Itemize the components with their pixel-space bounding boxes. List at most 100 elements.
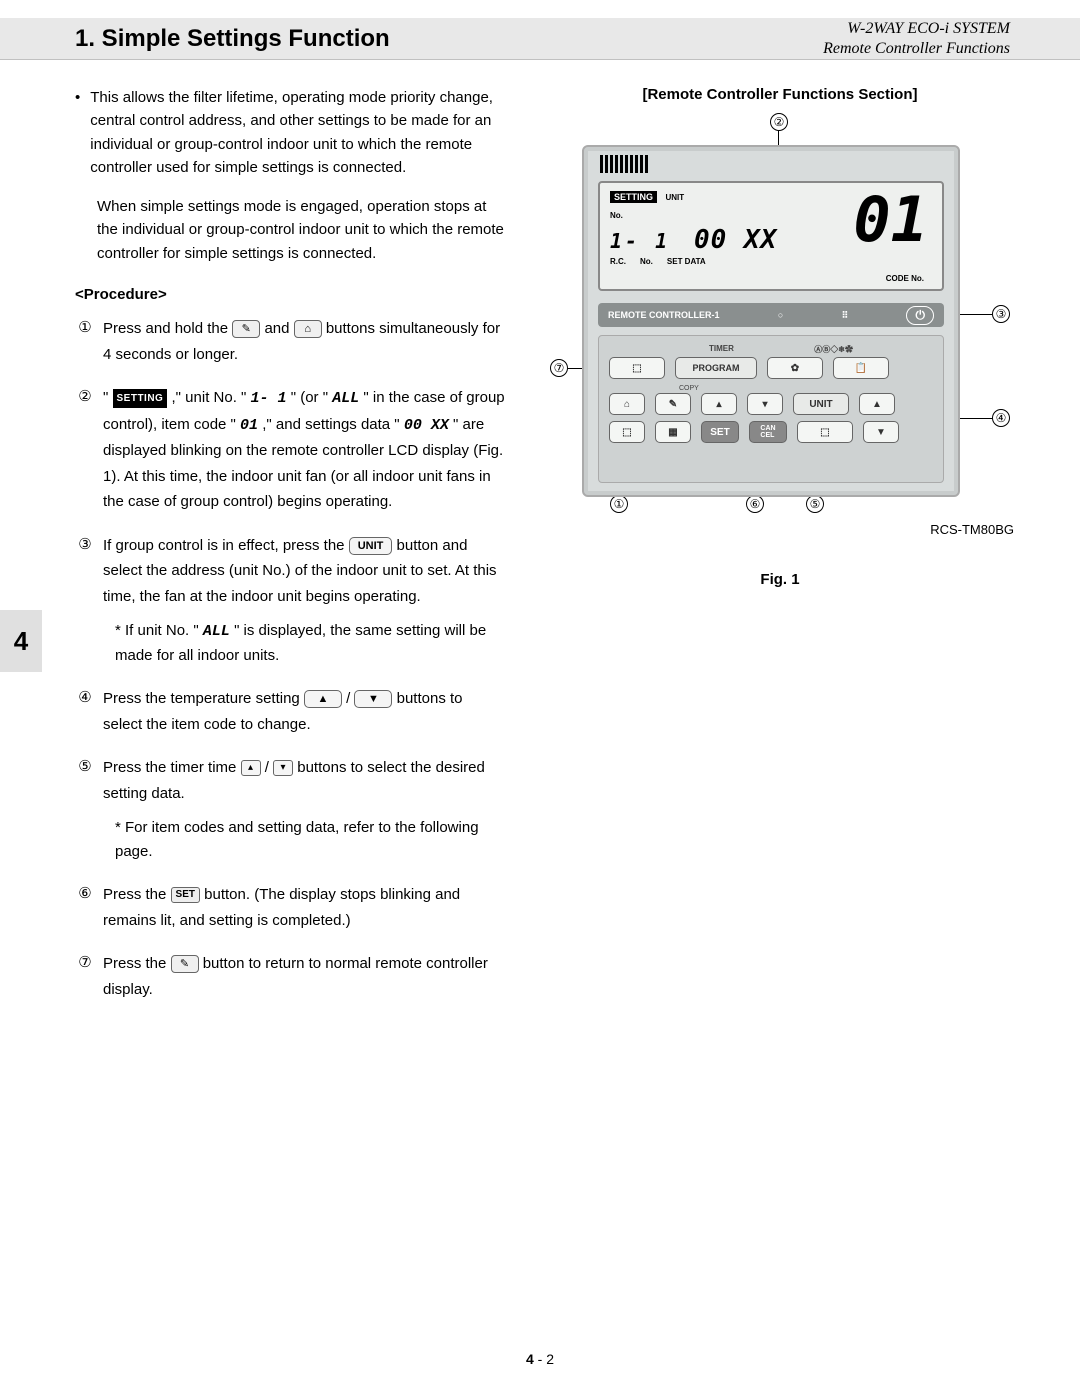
unit-button-inline: UNIT [349, 537, 393, 555]
step-3-note-a: * If unit No. " [115, 622, 203, 639]
power-button[interactable]: ⏻ [906, 306, 934, 325]
step-2-body: " SETTING ," unit No. " 1- 1 " (or " ALL… [103, 385, 505, 515]
callout-3: ③ [992, 305, 1010, 323]
step-6-body: Press the SET button. (The display stops… [103, 882, 505, 933]
lcd-rc-no: 1- 1 [610, 229, 670, 253]
intro-bullet: • This allows the filter lifetime, opera… [75, 86, 505, 179]
wrench-icon-button-7: ✎ [171, 955, 199, 973]
cancel-button[interactable]: CANCEL [749, 421, 787, 443]
vent-icon-button: ⌂ [294, 320, 322, 338]
step-1-body: Press and hold the ✎ and ⌂ buttons simul… [103, 316, 505, 367]
fan-mode-button[interactable]: ✿ [767, 357, 823, 379]
step-1-text-a: Press and hold the [103, 320, 232, 337]
step-2: ② " SETTING ," unit No. " 1- 1 " (or " A… [75, 385, 505, 515]
control-strip: REMOTE CONTROLLER-1 ○ ⠿ ⏻ [598, 303, 944, 327]
step-3-body: If group control is in effect, press the… [103, 533, 505, 669]
temp-down-button-inline: ▼ [354, 690, 392, 708]
system-name: W-2WAY ECO-i SYSTEM Remote Controller Fu… [823, 19, 1010, 57]
step-number-5: ⑤ [75, 755, 95, 864]
step-number-3: ③ [75, 533, 95, 669]
lcd-code-number: 01 [853, 189, 928, 251]
lcd-setting-badge: SETTING [610, 191, 657, 203]
step-4-text-a: Press the temperature setting [103, 690, 304, 707]
unit-button[interactable]: UNIT [793, 393, 849, 415]
step-5-text-b: / [265, 759, 273, 776]
setting-badge-inline: SETTING [113, 389, 168, 408]
page-header: 1. Simple Settings Function W-2WAY ECO-i… [0, 18, 1080, 60]
lcd-sub-no: No. [640, 257, 653, 266]
step-4-body: Press the temperature setting ▲ / ▼ butt… [103, 686, 505, 737]
button-row-1: ⬚ PROGRAM ✿ 📋 [609, 357, 933, 379]
step-1: ① Press and hold the ✎ and ⌂ buttons sim… [75, 316, 505, 367]
wrench-button[interactable]: ✎ [655, 393, 691, 415]
temp-down-button[interactable]: ▼ [863, 421, 899, 443]
grid-button[interactable]: ▦ [655, 421, 691, 443]
step-5-text-a: Press the timer time [103, 759, 241, 776]
lcd-sub-setdata: SET DATA [667, 257, 706, 266]
step-4-text-b: / [346, 690, 354, 707]
lcd-sub-rc: R.C. [610, 257, 626, 266]
step-number-7: ⑦ [75, 951, 95, 1002]
timer-up-button[interactable]: ▴ [701, 393, 737, 415]
copy-button[interactable]: 📋 [833, 357, 889, 379]
dots-icon: ⠿ [842, 310, 849, 321]
callout-4: ④ [992, 409, 1010, 427]
set-button[interactable]: SET [701, 421, 739, 443]
footer-chapter: 4 [526, 1351, 534, 1367]
figure-caption: Fig. 1 [545, 571, 1015, 588]
filter-button[interactable]: ⬚ [797, 421, 853, 443]
footer-page: 2 [546, 1351, 554, 1367]
remote-controller-diagram: ② ③ ④ ⑦ ① ⑥ ⑤ [550, 113, 1010, 513]
set-data-inline: 00 XX [404, 417, 449, 434]
figure-section-title: [Remote Controller Functions Section] [545, 86, 1015, 103]
panel-top-labels: TIMER ⒶⒷ◇❄✿ [609, 344, 933, 357]
callout-5: ⑤ [806, 495, 824, 513]
step-5-note: * For item codes and setting data, refer… [115, 816, 505, 864]
set-button-inline: SET [171, 887, 200, 903]
step-number-4: ④ [75, 686, 95, 737]
timer-down-button-inline: ▾ [273, 760, 293, 776]
step-2-text-b: ," unit No. " [172, 389, 251, 406]
section-tab: 4 [0, 610, 42, 672]
step-3-text-a: If group control is in effect, press the [103, 537, 349, 554]
right-column: [Remote Controller Functions Section] ② … [545, 86, 1015, 1020]
model-label: RCS-TM80BG [930, 522, 1014, 537]
step-4: ④ Press the temperature setting ▲ / ▼ bu… [75, 686, 505, 737]
control-strip-label: REMOTE CONTROLLER-1 [608, 310, 720, 320]
callout-7: ⑦ [550, 359, 568, 377]
step-1-text-b: and [264, 320, 293, 337]
step-number-6: ⑥ [75, 882, 95, 933]
callout-1: ① [610, 495, 628, 513]
timer-up-button-inline: ▴ [241, 760, 261, 776]
lcd-left-area: SETTING UNITNo. 1- 1 00 XX R.C. No. SET … [610, 187, 810, 266]
led-icon: ○ [778, 310, 783, 320]
intro-paragraph-2: When simple settings mode is engaged, op… [97, 195, 505, 265]
program-button[interactable]: PROGRAM [675, 357, 757, 379]
clock-button[interactable]: ⬚ [609, 357, 665, 379]
step-2-text-c: " (or " [291, 389, 332, 406]
footer-sep: - [534, 1351, 546, 1367]
timer-down-button[interactable]: ▾ [747, 393, 783, 415]
button-row-2: ⌂ ✎ ▴ ▾ UNIT ▲ [609, 393, 933, 415]
copy-sublabel: COPY [679, 385, 933, 392]
barcode-icon [600, 155, 648, 173]
vent-button[interactable]: ⌂ [609, 393, 645, 415]
page-title: 1. Simple Settings Function [75, 25, 390, 53]
temp-up-button[interactable]: ▲ [859, 393, 895, 415]
button-row-3: ⬚ ▦ SET CANCEL ⬚ ▼ [609, 421, 933, 443]
lcd-code-no-label: CODE No. [886, 274, 924, 283]
step-number-2: ② [75, 385, 95, 515]
step-3-note: * If unit No. " ALL " is displayed, the … [115, 619, 505, 668]
item-code-inline: 01 [240, 417, 258, 434]
swing-button[interactable]: ⬚ [609, 421, 645, 443]
unit-no-inline: 1- 1 [251, 390, 287, 407]
step-7: ⑦ Press the ✎ button to return to normal… [75, 951, 505, 1002]
all-inline-note: ALL [203, 623, 230, 640]
step-2-text-a: " [103, 389, 113, 406]
intro-paragraph-1: This allows the filter lifetime, operati… [90, 86, 505, 179]
system-line-1: W-2WAY ECO-i SYSTEM [823, 19, 1010, 38]
mode-icons-label: ⒶⒷ◇❄✿ [814, 344, 853, 355]
left-column: • This allows the filter lifetime, opera… [75, 86, 505, 1020]
step-7-text-a: Press the [103, 955, 171, 972]
lcd-sublabels: R.C. No. SET DATA [610, 257, 810, 266]
